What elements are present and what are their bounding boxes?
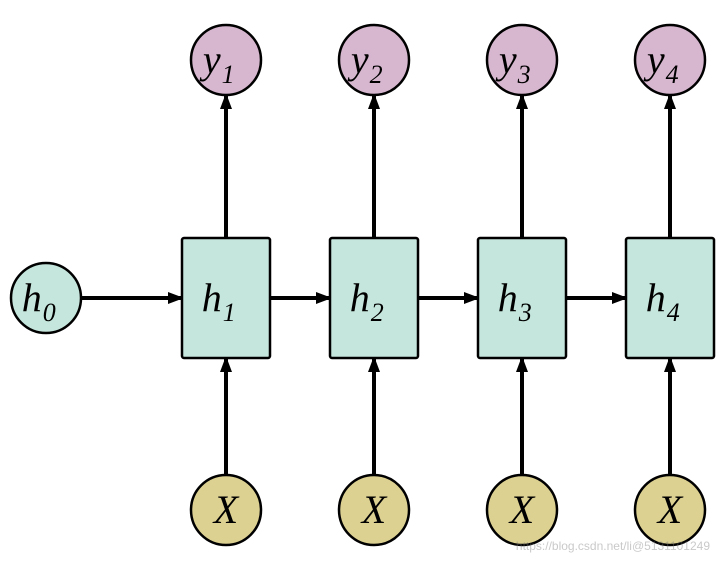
node-h3: h3	[478, 238, 566, 358]
node-x1: X	[191, 475, 261, 545]
node-h0: h0	[11, 263, 81, 333]
node-x1-label: X	[212, 487, 240, 532]
node-x3: X	[487, 475, 557, 545]
node-h1: h1	[182, 238, 270, 358]
node-x3-label: X	[508, 487, 536, 532]
rnn-unrolled-diagram: h0 h1 h2 h3 h4 y1 y2 y3 y4 X X X X	[0, 0, 720, 561]
node-y3: y3	[487, 25, 557, 95]
node-y2: y2	[339, 25, 409, 95]
nodes-group: h0 h1 h2 h3 h4 y1 y2 y3 y4 X X X X	[11, 25, 714, 545]
node-x2-label: X	[360, 487, 388, 532]
node-x2: X	[339, 475, 409, 545]
node-y4: y4	[635, 25, 705, 95]
node-h2: h2	[330, 238, 418, 358]
node-x4-label: X	[656, 487, 684, 532]
node-h4: h4	[626, 238, 714, 358]
node-x4: X	[635, 475, 705, 545]
node-y1: y1	[191, 25, 261, 95]
